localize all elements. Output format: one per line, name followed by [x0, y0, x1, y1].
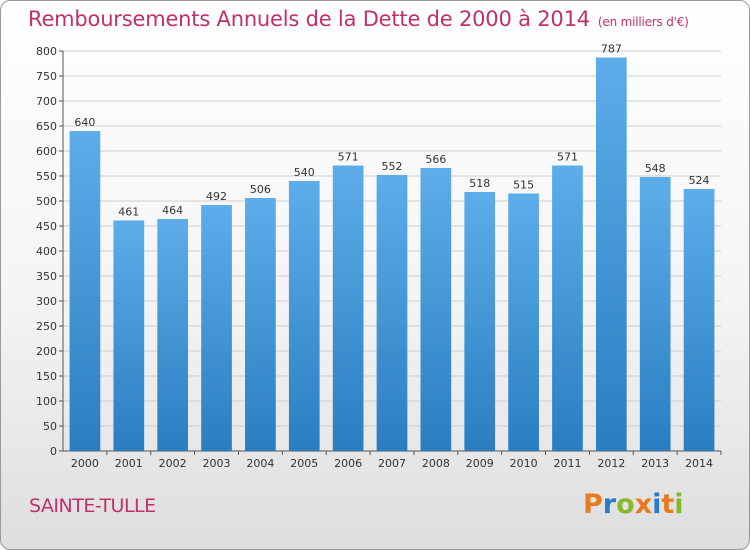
- y-tick-label: 600: [36, 145, 57, 158]
- x-tick-label: 2004: [246, 457, 274, 470]
- commune-name: SAINTE-TULLE: [29, 495, 156, 517]
- x-tick-label: 2012: [597, 457, 625, 470]
- data-label: 566: [425, 153, 446, 166]
- x-tick-label: 2010: [510, 457, 538, 470]
- y-tick-label: 550: [36, 170, 57, 183]
- bar: [508, 193, 539, 451]
- data-label: 571: [338, 151, 359, 164]
- y-tick-label: 700: [36, 95, 57, 108]
- data-label: 515: [513, 179, 534, 192]
- y-tick-label: 100: [36, 395, 57, 408]
- logo-letter: i: [652, 489, 662, 520]
- logo-letter: t: [661, 489, 675, 520]
- x-tick-label: 2014: [685, 457, 713, 470]
- x-tick-label: 2002: [159, 457, 187, 470]
- logo-letter: r: [602, 489, 617, 520]
- y-tick-label: 350: [36, 270, 57, 283]
- bar: [113, 220, 145, 451]
- x-tick-label: 2013: [641, 457, 669, 470]
- y-tick-label: 650: [36, 120, 57, 133]
- bar: [595, 57, 627, 451]
- y-tick-label: 750: [36, 70, 57, 83]
- y-tick-label: 800: [36, 45, 57, 58]
- y-tick-label: 50: [43, 420, 57, 433]
- x-tick-label: 2009: [466, 457, 494, 470]
- bar: [552, 165, 583, 451]
- x-tick-label: 2001: [115, 457, 143, 470]
- y-tick-label: 400: [36, 245, 57, 258]
- bar: [332, 165, 364, 451]
- data-label: 518: [469, 177, 490, 190]
- y-tick-label: 500: [36, 195, 57, 208]
- bar: [69, 131, 101, 451]
- logo-letter: P: [583, 489, 603, 520]
- data-label: 640: [74, 116, 95, 129]
- data-labels: 640 461 464 492 506 540 571 552 566 518 515 571 787 5…: [74, 43, 709, 219]
- logo-letter: x: [634, 489, 653, 520]
- y-tick-label: 250: [36, 320, 57, 333]
- y-tick-label: 450: [36, 220, 57, 233]
- chart-unit: (en milliers d'€): [597, 15, 689, 29]
- chart-title: Remboursements Annuels de la Dette de 20…: [28, 7, 689, 31]
- logo-letter: o: [616, 489, 635, 520]
- logo-letter: i: [674, 489, 684, 520]
- y-tick-label: 0: [50, 445, 57, 458]
- x-tick-label: 2011: [553, 457, 581, 470]
- data-label: 552: [382, 160, 403, 173]
- bar: [683, 189, 715, 451]
- bar: [201, 205, 232, 451]
- x-tick-label: 2005: [290, 457, 318, 470]
- bar: [420, 168, 452, 451]
- bar: [288, 181, 320, 451]
- bar: [157, 219, 189, 451]
- bar: [639, 177, 671, 451]
- data-label: 492: [206, 190, 227, 203]
- x-tick-label: 2000: [71, 457, 99, 470]
- chart-title-text: Remboursements Annuels de la Dette de 20…: [28, 7, 590, 31]
- data-label: 571: [557, 151, 578, 164]
- y-tick-label: 150: [36, 370, 57, 383]
- x-tick-label: 2003: [203, 457, 231, 470]
- data-label: 787: [601, 43, 622, 56]
- x-tick-label: 2008: [422, 457, 450, 470]
- x-tick-label: 2007: [378, 457, 406, 470]
- y-tick-label: 300: [36, 295, 57, 308]
- bar: [464, 192, 496, 451]
- data-label: 540: [294, 166, 315, 179]
- data-label: 464: [162, 204, 183, 217]
- x-tick-label: 2006: [334, 457, 362, 470]
- proxiti-logo: Proxiti: [583, 489, 684, 520]
- bars: [69, 57, 715, 451]
- data-label: 524: [689, 174, 710, 187]
- y-tick-label: 200: [36, 345, 57, 358]
- data-label: 461: [118, 206, 139, 219]
- axes: 0 50 100 150 200 250 300 350 400 450 500 550 600 650 7…: [36, 45, 722, 470]
- bar: [245, 198, 276, 451]
- bar: [376, 175, 408, 451]
- data-label: 506: [250, 183, 271, 196]
- data-label: 548: [645, 162, 666, 175]
